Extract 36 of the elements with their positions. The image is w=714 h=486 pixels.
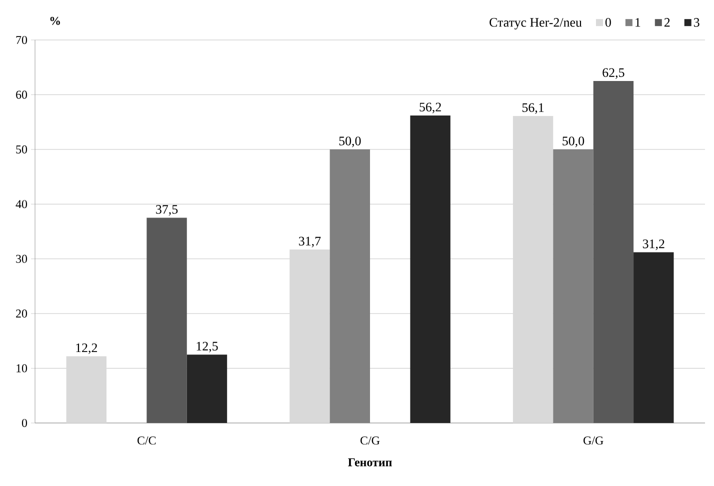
data-label: 12,2 (76, 343, 97, 354)
bar (66, 356, 106, 423)
bar (146, 218, 187, 423)
bar (186, 354, 228, 423)
bar (634, 252, 674, 423)
y-tick-label: 50 (16, 145, 28, 154)
x-axis-title: Генотип (348, 458, 392, 466)
y-tick-label: 60 (16, 90, 28, 99)
y-tick-label: 10 (16, 364, 28, 372)
data-label: 37,5 (156, 205, 178, 216)
bar (512, 116, 554, 423)
data-label: 12,5 (196, 342, 218, 352)
y-tick-label: 30 (16, 254, 28, 263)
y-tick-label: 20 (16, 310, 28, 318)
x-tick-label: C/G (360, 436, 380, 445)
data-label: 31,7 (299, 236, 321, 248)
y-tick-label: 40 (16, 200, 28, 208)
y-axis-title: % (50, 16, 60, 25)
legend-title: Статус Her-2/neu (490, 18, 582, 30)
bar (593, 81, 634, 423)
legend-label: 1 (636, 18, 640, 27)
data-label: 31,2 (642, 240, 664, 250)
data-label: 56,1 (522, 103, 544, 114)
bar (290, 250, 330, 423)
x-tick-label: G/G (584, 436, 604, 445)
bar (410, 115, 450, 423)
x-tick-label: C/C (138, 436, 156, 445)
legend-label: 3 (694, 18, 700, 27)
data-label: 50,0 (562, 136, 584, 148)
y-tick-label: 70 (16, 36, 28, 44)
legend-label: 2 (664, 18, 670, 27)
data-label: 62,5 (602, 68, 624, 79)
y-tick-label: 0 (22, 418, 28, 428)
legend-label: 0 (605, 18, 611, 27)
data-label: 50,0 (339, 136, 361, 148)
data-label: 56,2 (420, 102, 441, 114)
